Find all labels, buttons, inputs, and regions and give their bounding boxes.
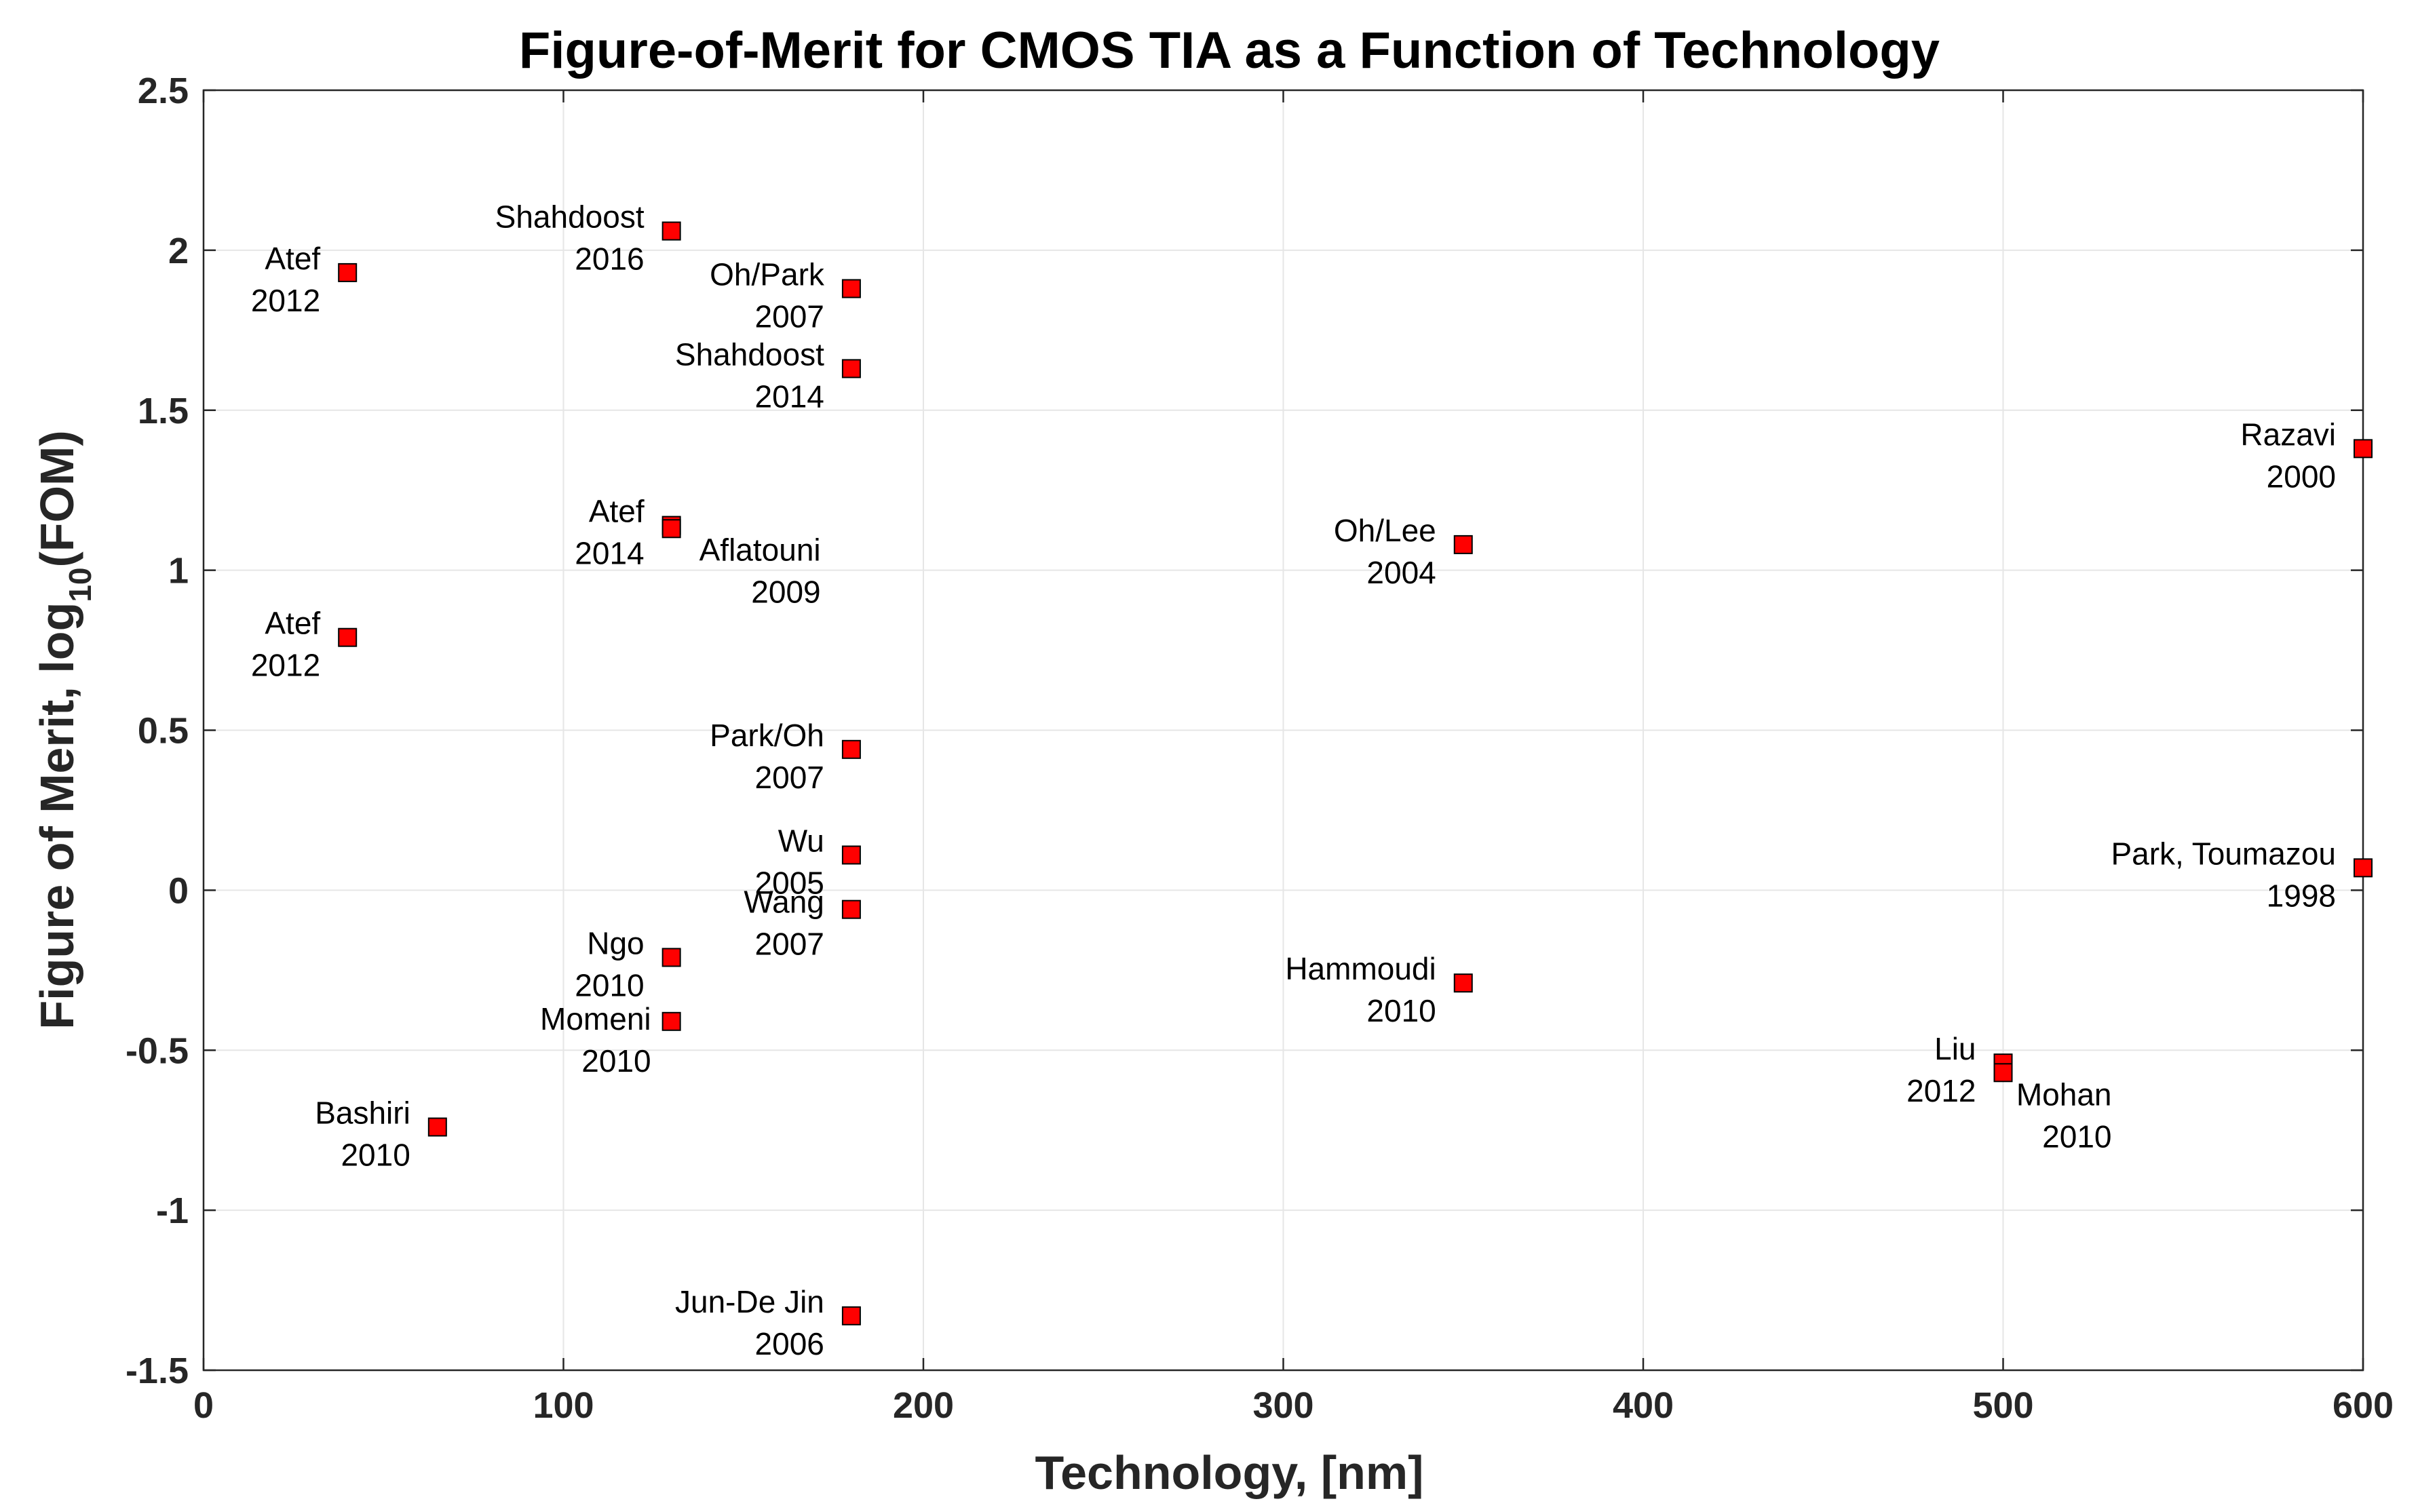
y-tick-label: -1.5 xyxy=(126,1351,189,1391)
data-point-marker xyxy=(1453,535,1473,554)
point-label-name: Shahdoost xyxy=(495,199,645,235)
point-label-year: 2007 xyxy=(755,298,824,334)
point-label-year: 2012 xyxy=(251,648,320,683)
point-label-name: Atef xyxy=(589,494,645,529)
point-label-name: Park, Toumazou xyxy=(2111,836,2336,871)
x-tick-label: 100 xyxy=(533,1385,594,1426)
point-label-year: 2010 xyxy=(341,1137,410,1172)
point-label-name: Atef xyxy=(265,241,320,276)
point-label-year: 2016 xyxy=(575,241,644,277)
data-point-marker xyxy=(841,359,861,379)
data-point-marker xyxy=(661,1011,681,1031)
data-point-marker xyxy=(2354,439,2373,459)
y-tick-label: 2 xyxy=(168,231,189,271)
y-tick-label: 0.5 xyxy=(138,711,189,752)
y-tick-label: 2.5 xyxy=(138,71,189,111)
y-axis-label-prefix: Figure of Merit, log xyxy=(31,602,83,1030)
point-label-name: Momeni xyxy=(540,1001,651,1036)
y-axis-label-suffix: (FOM) xyxy=(31,430,83,567)
y-axis-label-subscript: 10 xyxy=(62,568,98,602)
point-label-name: Shahdoost xyxy=(675,336,824,372)
data-points xyxy=(338,221,2373,1325)
data-point-marker xyxy=(1993,1063,2013,1083)
point-label-year: 2010 xyxy=(1366,993,1436,1028)
point-label-year: 2010 xyxy=(581,1043,651,1079)
y-tick-label: 1 xyxy=(168,551,189,592)
data-point-marker xyxy=(841,279,861,298)
point-label-year: 2004 xyxy=(1366,555,1436,590)
y-tick-label: -0.5 xyxy=(126,1030,189,1071)
point-label-year: 2014 xyxy=(755,379,824,414)
point-label-year: 2012 xyxy=(1906,1073,1976,1108)
point-label-year: 2010 xyxy=(2042,1119,2111,1154)
point-label-year: 2012 xyxy=(251,283,320,318)
data-point-marker xyxy=(1453,973,1473,993)
data-point-marker xyxy=(661,948,681,967)
y-tick-label: 1.5 xyxy=(138,391,189,431)
x-tick-label: 500 xyxy=(1972,1385,2033,1426)
point-label-year: 1998 xyxy=(2267,878,2336,913)
data-point-marker xyxy=(841,845,861,865)
point-label-year: 2007 xyxy=(755,927,824,962)
point-label-name: Mohan xyxy=(2016,1077,2112,1112)
data-point-marker xyxy=(841,1306,861,1325)
data-point-marker xyxy=(841,739,861,759)
point-label-year: 2010 xyxy=(575,967,644,1003)
point-label-name: Jun-De Jin xyxy=(675,1284,824,1319)
point-label-name: Oh/Park xyxy=(710,256,825,292)
point-labels: Atef 2012 Atef 2012 Bashiri 2010 Shahdoost 2016… xyxy=(251,199,2336,1361)
y-axis-label: Figure of Merit, log10(FOM) xyxy=(31,430,98,1029)
point-label-name: Oh/Lee xyxy=(1334,513,1436,548)
data-point-marker xyxy=(2354,858,2373,878)
point-label-year: 2005 xyxy=(755,865,824,900)
data-point-marker xyxy=(661,519,681,539)
x-tick-label: 400 xyxy=(1613,1385,1674,1426)
x-tick-label: 0 xyxy=(193,1385,214,1426)
grid xyxy=(203,90,2364,1371)
point-label-name: Wu xyxy=(778,823,824,858)
point-label-name: Bashiri xyxy=(315,1095,410,1130)
data-point-marker xyxy=(427,1117,447,1137)
point-label-name: Aflatouni xyxy=(699,532,821,567)
x-axis-label: Technology, [nm] xyxy=(1035,1446,1424,1499)
point-label-name: Park/Oh xyxy=(710,718,824,753)
point-label-name: Liu xyxy=(1934,1031,1976,1066)
point-label-year: 2009 xyxy=(751,574,820,609)
y-tick-label: 0 xyxy=(168,870,189,911)
x-tick-label: 200 xyxy=(893,1385,954,1426)
data-point-marker xyxy=(841,899,861,919)
data-point-marker xyxy=(661,221,681,241)
chart-title: Figure-of-Merit for CMOS TIA as a Functi… xyxy=(519,22,1940,79)
y-tick-label: -1 xyxy=(156,1190,189,1231)
point-label-name: Hammoudi xyxy=(1285,951,1436,986)
point-label-name: Atef xyxy=(265,606,320,641)
point-label-name: Ngo xyxy=(587,925,644,961)
point-label-year: 2006 xyxy=(755,1326,824,1361)
point-label-year: 2007 xyxy=(755,760,824,795)
axis-ticks: 0 100 200 300 400 500 600 -1.5 -1 -0.5 0 0.5 1 1.5 2 2.… xyxy=(126,71,2394,1426)
data-point-marker xyxy=(338,263,358,282)
point-label-name: Wang xyxy=(744,885,824,920)
data-point-marker xyxy=(338,627,358,647)
x-tick-label: 300 xyxy=(1252,1385,1313,1426)
point-label-year: 2014 xyxy=(575,536,644,571)
point-label-year: 2000 xyxy=(2267,459,2336,494)
point-label-name: Razavi xyxy=(2240,416,2336,452)
x-tick-label: 600 xyxy=(2333,1385,2394,1426)
